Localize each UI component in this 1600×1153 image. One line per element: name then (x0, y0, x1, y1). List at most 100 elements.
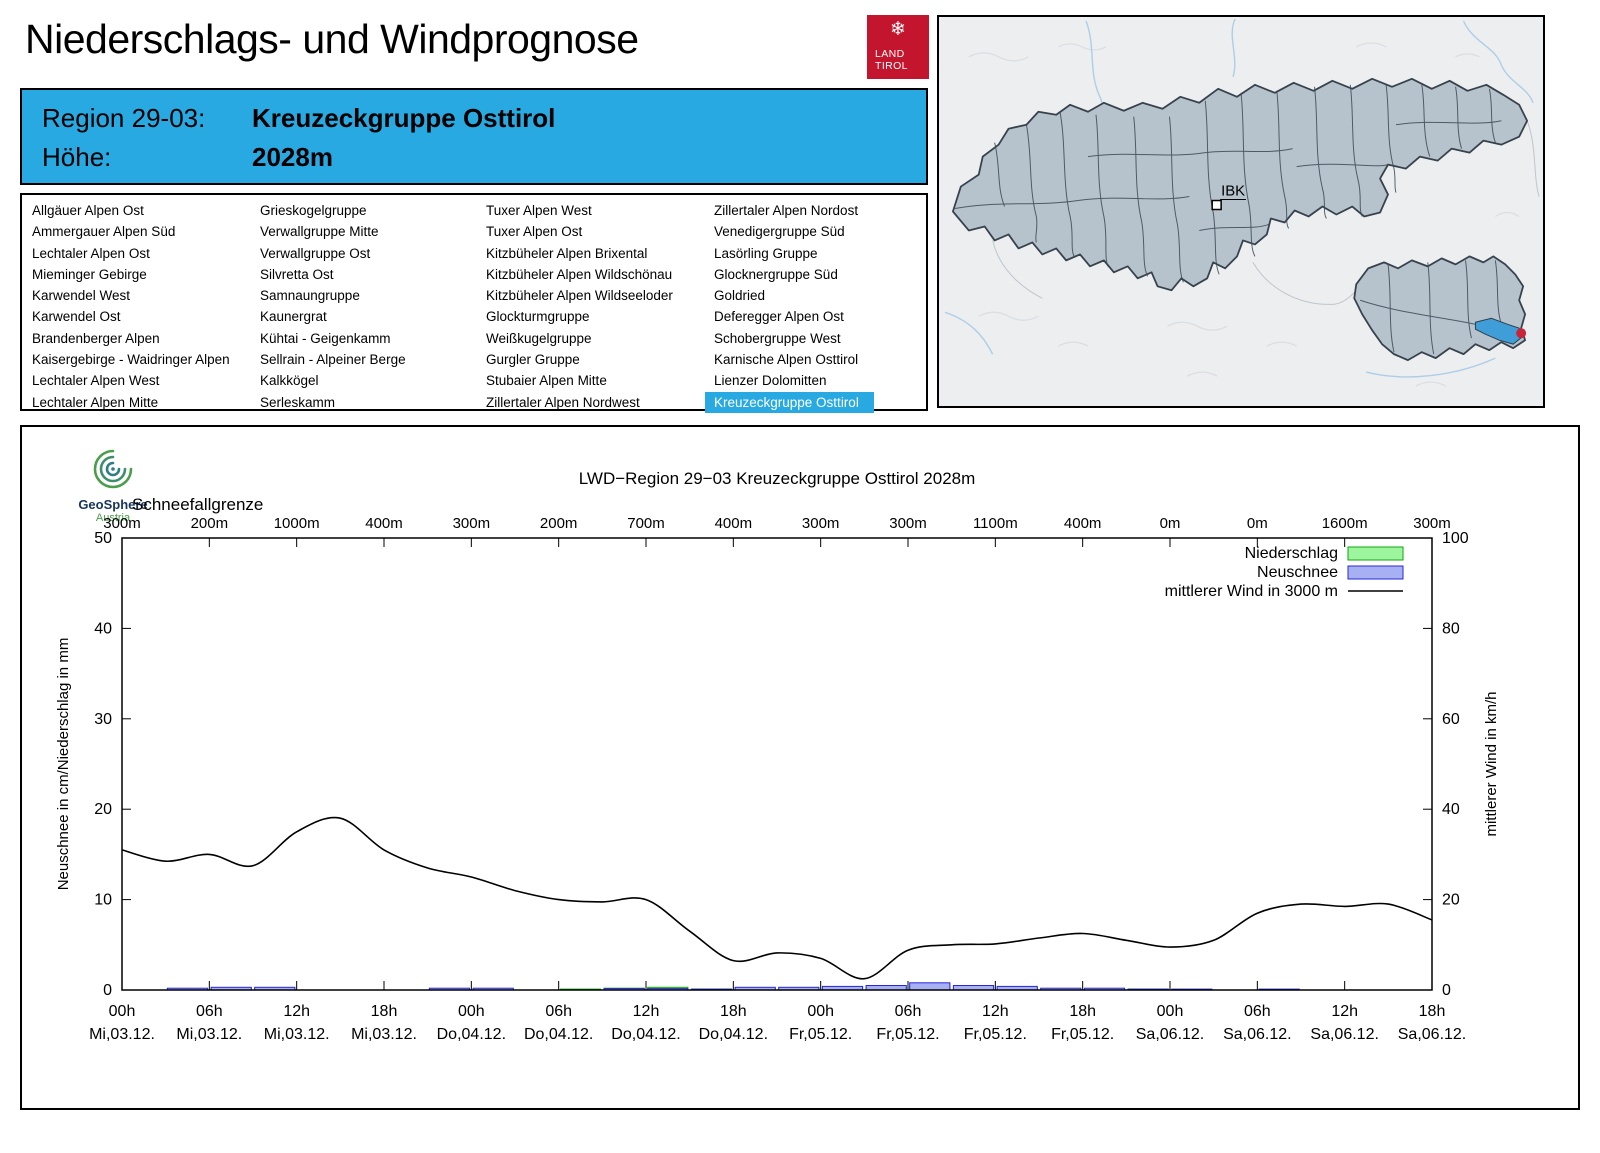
schneefallgrenze-value: 400m (715, 515, 753, 532)
region-list-item[interactable]: Ammergauer Alpen Süd (32, 224, 176, 240)
region-list-item[interactable]: Karwendel Ost (32, 309, 121, 325)
north-tirol-region[interactable] (952, 77, 1528, 292)
x-tick-hour: 06h (196, 1003, 223, 1020)
region-list-item[interactable]: Kitzbüheler Alpen Wildschönau (486, 266, 673, 282)
x-tick-hour: 00h (458, 1003, 485, 1020)
schneefallgrenze-value: 1100m (973, 515, 1018, 532)
region-list-item[interactable]: Goldried (714, 288, 766, 304)
region-list-column: Allgäuer Alpen Ost Ammergauer Alpen Süd Le… (22, 200, 250, 413)
schneefallgrenze-value: 1000m (274, 515, 320, 532)
region-list-item[interactable]: Mieminger Gebirge (32, 266, 147, 282)
region-list-item[interactable]: Brandenberger Alpen (32, 330, 160, 346)
x-tick-day: Sa,06.12. (1398, 1026, 1467, 1043)
y-right-tick-label: 80 (1442, 620, 1460, 637)
region-list-item-selected[interactable]: Kreuzeckgruppe Osttirol (705, 391, 874, 413)
x-tick-day: Sa,06.12. (1223, 1026, 1292, 1043)
region-list-item[interactable]: Serleskamm (260, 394, 336, 410)
y-right-tick-label: 0 (1442, 982, 1451, 999)
right-axis-title: mittlerer Wind in km/h (1483, 691, 1500, 836)
region-list-item[interactable]: Karwendel West (32, 288, 131, 304)
region-list-item[interactable]: Karnische Alpen Osttirol (714, 352, 859, 368)
region-list-item[interactable]: Verwallgruppe Ost (260, 245, 371, 261)
region-list-item[interactable]: Kalkkögel (260, 373, 319, 389)
region-list-item[interactable]: Grieskogelgruppe (260, 203, 367, 218)
x-tick-day: Mi,03.12. (89, 1026, 155, 1043)
legend-label: Neuschnee (1257, 564, 1338, 581)
region-list-item[interactable]: Kaisergebirge - Waidringer Alpen (32, 352, 230, 368)
region-list-item[interactable]: Glocknergruppe Süd (714, 266, 838, 282)
region-list-item[interactable]: Verwallgruppe Mitte (260, 224, 379, 240)
region-list-item[interactable]: Tuxer Alpen Ost (486, 224, 583, 240)
region-list-item[interactable]: Stubaier Alpen Mitte (486, 373, 607, 389)
geosphere-name: GeoSphere (78, 497, 148, 512)
land-tirol-logo: ❄ LAND TIROL (867, 15, 929, 79)
plot-border (121, 537, 1433, 991)
altitude-value: 2028m (252, 142, 333, 172)
neighbor-borders (992, 120, 1540, 305)
schneefallgrenze-value: 300m (889, 515, 927, 532)
schneefallgrenze-value: 300m (103, 515, 141, 532)
region-list-item[interactable]: Gurgler Gruppe (486, 352, 580, 368)
region-list-item[interactable]: Samnaungruppe (260, 288, 360, 304)
region-list-item[interactable]: Lechtaler Alpen Mitte (32, 394, 159, 410)
region-list-item[interactable]: Zillertaler Alpen Nordost (714, 203, 859, 218)
schneefallgrenze-value: 400m (365, 515, 403, 532)
region-list-item[interactable]: Tuxer Alpen West (486, 203, 592, 218)
region-list-item[interactable]: Deferegger Alpen Ost (714, 309, 844, 325)
region-list-item[interactable]: Venedigergruppe Süd (714, 224, 845, 240)
east-tirol-district-borders (1360, 260, 1502, 355)
x-tick-hour: 00h (109, 1003, 136, 1020)
region-list-item[interactable]: Lechtaler Alpen West (32, 373, 160, 389)
schneefallgrenze-label: Schneefallgrenze (132, 495, 263, 514)
y-left-tick-label: 0 (103, 982, 112, 999)
region-list: Allgäuer Alpen Ost Ammergauer Alpen Süd Le… (20, 193, 928, 413)
logo-line2: TIROL (875, 59, 908, 72)
x-tick-day: Mi,03.12. (176, 1026, 242, 1043)
x-tick-hour: 06h (1244, 1003, 1271, 1020)
schneefallgrenze-value: 300m (1413, 515, 1451, 532)
region-list-item[interactable]: Allgäuer Alpen Ost (32, 203, 144, 218)
geosphere-icon (93, 449, 133, 489)
x-tick-day: Fr,05.12. (876, 1026, 939, 1043)
page-title: Niederschlags- und Windprognose (25, 16, 639, 62)
region-list-item[interactable]: Silvretta Ost (260, 266, 334, 282)
x-tick-hour: 12h (1331, 1003, 1358, 1020)
snowflake-icon: ❄ (890, 19, 906, 40)
region-list-item[interactable]: Kitzbüheler Alpen Brixental (486, 245, 648, 261)
x-tick-hour: 06h (545, 1003, 572, 1020)
x-tick-day: Do,04.12. (524, 1026, 593, 1043)
region-list-item[interactable]: Weißkugelgruppe (486, 330, 592, 346)
region-list-item[interactable]: Schobergruppe West (714, 330, 841, 346)
region-list-item[interactable]: Kühtai - Geigenkamm (260, 330, 391, 346)
x-tick-day: Mi,03.12. (351, 1026, 417, 1043)
altitude-label: Höhe: (42, 142, 112, 172)
region-list-item[interactable]: Lasörling Gruppe (714, 245, 818, 261)
ibk-label: IBK (1221, 183, 1245, 200)
selected-region-highlight[interactable] (1474, 317, 1524, 345)
y-right-tick-label: 60 (1442, 711, 1460, 728)
x-tick-day: Do,04.12. (437, 1026, 506, 1043)
region-list-item[interactable]: Zillertaler Alpen Nordwest (486, 394, 640, 410)
geosphere-logo: GeoSphere Austria (56, 447, 170, 524)
region-list-item[interactable]: Lienzer Dolomitten (714, 373, 827, 389)
schneefallgrenze-value: 1600m (1322, 515, 1368, 532)
tirol-overview-map[interactable]: IBK (937, 15, 1545, 408)
chart-title: LWD−Region 29−03 Kreuzeckgruppe Osttirol… (579, 469, 976, 488)
ibk-marker (1211, 199, 1222, 211)
x-tick-day: Fr,05.12. (1051, 1026, 1114, 1043)
y-left-tick-label: 20 (94, 801, 112, 818)
region-label: Region 29-03: (42, 103, 206, 133)
x-tick-day: Do,04.12. (699, 1026, 768, 1043)
y-left-tick-label: 30 (94, 711, 112, 728)
wind-line (121, 816, 1433, 980)
region-list-item[interactable]: Lechtaler Alpen Ost (32, 245, 150, 261)
region-list-item[interactable]: Sellrain - Alpeiner Berge (260, 352, 406, 368)
region-list-item[interactable]: Kitzbüheler Alpen Wildseeloder (486, 288, 673, 304)
region-list-item[interactable]: Kaunergrat (260, 309, 327, 325)
x-tick-day: Sa,06.12. (1310, 1026, 1379, 1043)
station-dot (1516, 328, 1527, 339)
y-left-tick-label: 50 (94, 530, 112, 547)
region-list-item[interactable]: Glockturmgruppe (486, 309, 590, 325)
x-tick-hour: 12h (982, 1003, 1009, 1020)
land-tirol-logo-text: LAND TIROL (875, 48, 908, 72)
